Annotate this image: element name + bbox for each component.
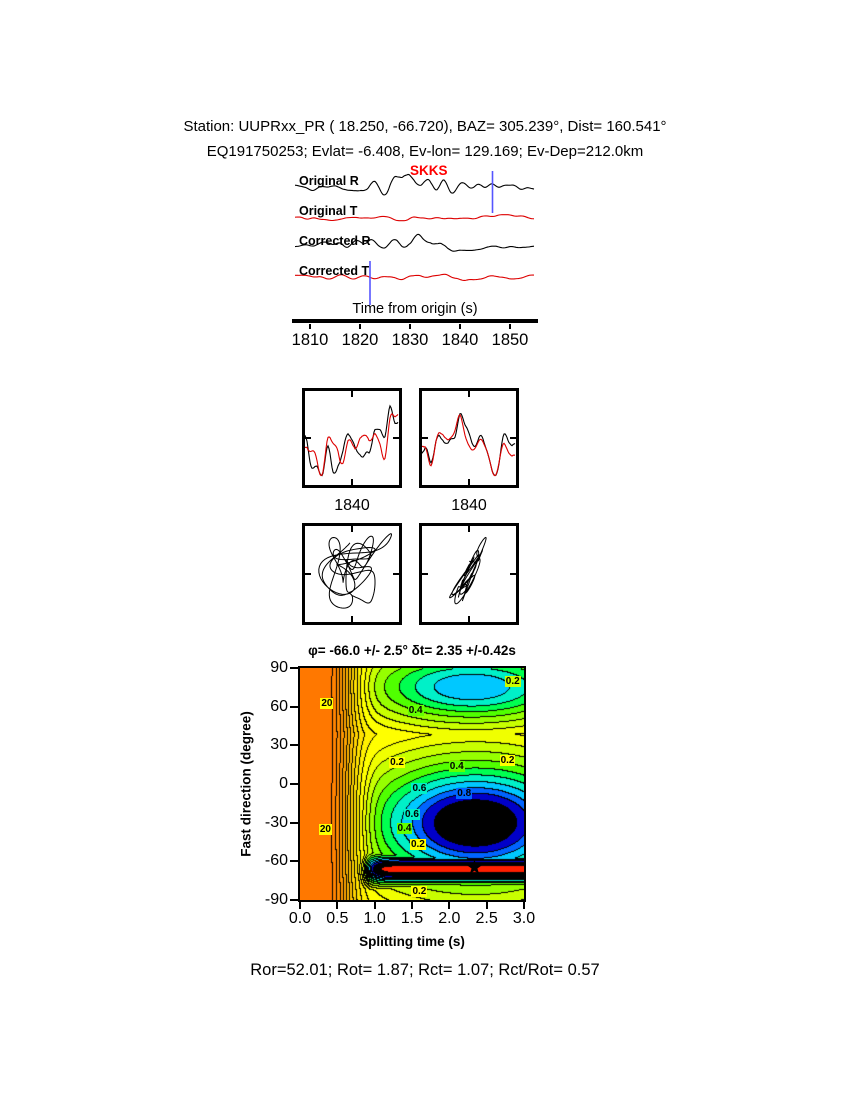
splitting-time-tick-label: 0.0 <box>288 910 312 927</box>
waveform-window-canvas-2 <box>422 391 516 485</box>
fast-direction-tick-label: 0 <box>279 775 288 792</box>
contour-annotation: 0.6 <box>404 808 420 820</box>
station-header: Station: UUPRxx_PR ( 18.250, -66.720), B… <box>183 118 667 135</box>
best-fit-star: ★ <box>465 857 484 880</box>
splitting-time-tick <box>485 902 488 909</box>
time-axis-tick <box>459 324 461 329</box>
time-axis-tick <box>409 324 411 329</box>
fast-direction-tick-label: 30 <box>270 736 288 754</box>
seismogram-canvas <box>295 165 535 310</box>
fast-direction-tick-label: -90 <box>264 891 288 908</box>
splitting-time-tick-label: 2.0 <box>438 910 461 927</box>
splitting-time-tick <box>411 902 413 909</box>
splitting-time-tick-label: 1.0 <box>363 910 386 927</box>
splitting-time-tick <box>336 902 339 909</box>
splitting-time-tick <box>299 902 301 909</box>
time-axis-tick <box>509 324 511 329</box>
time-axis-tick-label: 1840 <box>441 331 479 349</box>
phase-label-skks: SKKS <box>410 163 448 178</box>
splitting-time-tick-label: 3.0 <box>512 910 536 927</box>
event-header: EQ191750253; Evlat= -6.408, Ev-lon= 129.… <box>206 143 644 160</box>
window-tick-label-2: 1840 <box>451 497 487 514</box>
waveform-window-canvas-1 <box>305 391 399 485</box>
time-axis-tick <box>359 324 361 329</box>
time-axis-tick-label: 1820 <box>341 331 379 349</box>
window-tick-label-1: 1840 <box>334 497 370 514</box>
splitting-result-title: φ= -66.0 +/- 2.5° δt= 2.35 +/-0.42s <box>308 643 516 658</box>
splitting-time-tick <box>448 902 451 909</box>
waveform-window-panel-2 <box>419 388 519 488</box>
fast-direction-tick-label: -30 <box>264 813 288 831</box>
splitting-time-tick <box>523 902 525 909</box>
particle-motion-canvas-2 <box>422 526 516 622</box>
splitting-time-axis-label: Splitting time (s) <box>359 934 465 949</box>
waveform-window-panel-1 <box>302 388 402 488</box>
fast-direction-tick-label: 90 <box>270 659 288 676</box>
fast-direction-tick <box>290 783 298 785</box>
fast-direction-tick <box>290 821 298 824</box>
fast-direction-tick <box>290 705 298 708</box>
particle-motion-panel-2 <box>419 523 519 625</box>
contour-annotation: 0.2 <box>389 757 405 769</box>
trace-label-corrected-r: Corrected R <box>299 234 371 248</box>
splitting-time-tick-label: 1.5 <box>400 910 424 927</box>
trace-label-corrected-t: Corrected T <box>299 264 370 278</box>
contour-annotation: 0.4 <box>407 704 424 716</box>
contour-annotation: 0.2 <box>504 676 521 688</box>
contour-annotation: 0.2 <box>411 886 428 898</box>
contour-annotation: 20 <box>318 824 332 836</box>
splitting-time-tick <box>373 902 376 909</box>
contour-annotation: 0.2 <box>409 838 426 850</box>
contour-annotation: 0.6 <box>411 783 428 795</box>
contour-annotation: 0.8 <box>456 788 473 800</box>
time-axis-tick-label: 1850 <box>491 331 529 349</box>
time-axis-tick-label: 1830 <box>391 331 429 349</box>
fast-direction-tick-label: -60 <box>264 852 288 870</box>
contour-annotation: 0.2 <box>499 754 516 766</box>
contour-annotation: 0.4 <box>448 761 465 773</box>
time-axis-label: Time from origin (s) <box>352 301 478 317</box>
misfit-contour-plot: ★ 20 20 0.4 0.2 0.2 0.4 0.2 0.6 0.8 0.6 0.4 0.2 0.2 <box>298 666 526 902</box>
fast-direction-tick <box>290 860 298 863</box>
time-axis-line <box>292 319 538 323</box>
particle-motion-canvas-1 <box>305 526 399 622</box>
fast-direction-tick-label: 60 <box>270 697 288 715</box>
splitting-time-tick-label: 0.5 <box>326 910 349 927</box>
time-axis-tick-label: 1810 <box>291 331 329 349</box>
fast-direction-tick <box>290 744 298 747</box>
contour-annotation: 0.4 <box>396 823 413 835</box>
fast-direction-tick <box>290 899 298 901</box>
contour-annotation: 20 <box>320 698 334 710</box>
energy-ratio-stats: Ror=52.01; Rot= 1.87; Rct= 1.07; Rct/Rot… <box>250 961 600 979</box>
particle-motion-panel-1 <box>302 523 402 625</box>
trace-label-original-t: Original T <box>299 204 358 218</box>
fast-direction-tick <box>290 667 298 669</box>
trace-label-original-r: Original R <box>299 174 359 188</box>
seismogram-panel: Original R Original T Corrected R Correc… <box>295 163 535 310</box>
splitting-time-tick-label: 2.5 <box>475 910 498 927</box>
time-axis-tick <box>309 324 311 329</box>
